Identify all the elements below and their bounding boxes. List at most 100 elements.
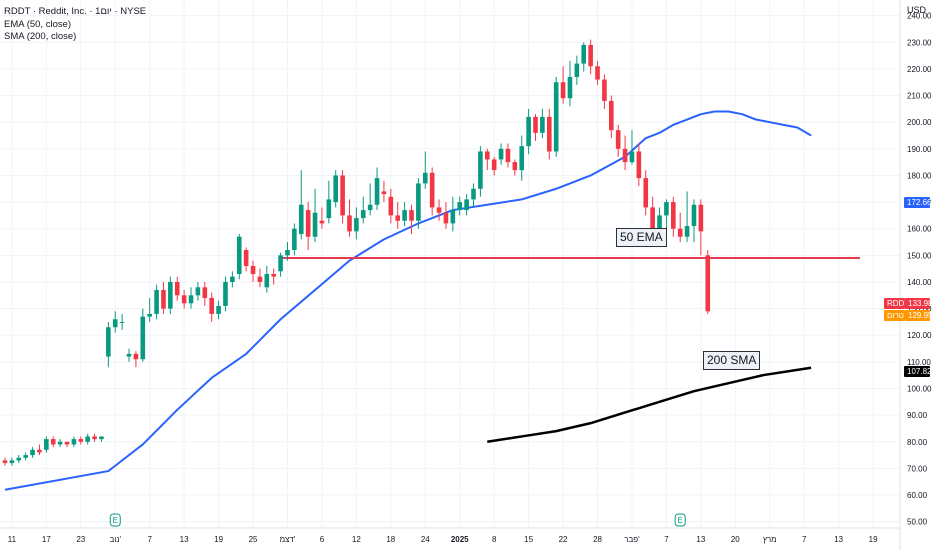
candle <box>498 143 504 165</box>
ema-50-path <box>4 110 812 491</box>
candle <box>298 170 304 240</box>
candle <box>526 108 531 155</box>
candle-body <box>526 116 531 147</box>
time-tick-label: 17 <box>42 535 51 544</box>
time-tick-label: 13 <box>696 535 705 544</box>
premarket-price-badge: 129.95 <box>905 310 932 321</box>
candle <box>608 95 614 139</box>
time-tick-label: 7 <box>664 535 669 544</box>
earnings-marker-icon: E <box>109 513 121 527</box>
candle-body <box>436 207 442 213</box>
candle-body <box>236 236 242 274</box>
sma-legend[interactable]: SMA (200, close) <box>4 31 77 42</box>
symbol-title[interactable]: RDDT · Reddit, Inc. · 1יום · NYSE <box>4 6 147 17</box>
candle-body <box>271 273 277 277</box>
candle <box>381 180 387 203</box>
candle <box>567 60 573 107</box>
ema-annotation[interactable]: 50 EMA <box>616 228 667 247</box>
candle-body <box>402 210 407 221</box>
candle <box>588 39 593 75</box>
candle-body <box>657 215 662 237</box>
candle <box>188 287 194 309</box>
candle <box>471 183 476 208</box>
price-axis[interactable]: 50.00 60.00 70.00 80.00 90.00 100.00 110.00 120… <box>899 0 932 550</box>
earnings-marker-bg <box>109 513 121 527</box>
candle <box>464 194 469 216</box>
price-tick-label: 230.00 <box>907 38 932 47</box>
price-tick-label: 110.00 <box>907 358 931 367</box>
candle-body <box>92 436 97 440</box>
candle-body <box>367 204 373 211</box>
candle <box>636 143 642 187</box>
candle <box>581 42 587 72</box>
candle <box>112 311 118 333</box>
candle-body <box>285 250 290 256</box>
candle <box>264 266 270 293</box>
candle <box>643 170 649 216</box>
candle <box>106 321 111 368</box>
candle <box>16 455 22 464</box>
candle-body <box>202 287 208 298</box>
candle <box>671 196 676 237</box>
candle <box>402 202 407 227</box>
candle <box>292 223 297 256</box>
candle <box>23 452 28 461</box>
candle-body <box>698 204 704 232</box>
candle <box>9 457 15 466</box>
ema-legend[interactable]: EMA (50, close) <box>4 18 72 30</box>
candle-body <box>354 218 359 232</box>
candle <box>629 130 635 165</box>
price-tick-label: 90.00 <box>907 411 928 420</box>
sma-annotation[interactable]: 200 SMA <box>703 351 761 370</box>
earnings-marker-bg <box>674 513 686 527</box>
candle-body <box>16 457 22 461</box>
candle-body <box>588 44 593 67</box>
candle-body <box>464 199 469 211</box>
candle-body <box>44 439 49 450</box>
candle <box>2 457 8 466</box>
candle <box>216 300 221 320</box>
candle <box>209 292 214 322</box>
time-tick-label: 11 <box>8 535 17 544</box>
candle <box>505 143 511 168</box>
time-axis[interactable]: 11 17 23 נוב' 7 13 19 25 דצמ' 6 12 18 24 2025 8 15 22 28 פ… <box>0 527 900 544</box>
price-tick-label: 80.00 <box>907 438 928 447</box>
candle <box>278 252 283 277</box>
candle <box>622 135 628 171</box>
time-tick-label: 25 <box>249 535 258 544</box>
earnings-marker-glyph: E <box>678 516 683 525</box>
candle <box>181 289 187 309</box>
candle-body <box>112 319 118 328</box>
candle <box>684 191 690 243</box>
sma-200-path <box>487 366 812 444</box>
candle-body <box>519 146 525 171</box>
candle <box>367 183 373 216</box>
candle-body <box>629 151 635 163</box>
candle <box>395 202 401 229</box>
candle <box>409 204 414 235</box>
candle-body <box>705 255 711 312</box>
candle <box>223 276 228 312</box>
candle <box>236 234 242 280</box>
candle-body <box>305 210 311 237</box>
candle <box>422 151 428 189</box>
candle <box>457 196 463 216</box>
candles <box>2 39 711 466</box>
time-tick-label: 18 <box>386 535 395 544</box>
candle <box>168 276 173 314</box>
time-tick-label: 8 <box>492 535 497 544</box>
candle-body <box>677 228 683 237</box>
candle-body <box>278 255 283 272</box>
candle-body <box>168 281 173 309</box>
candle-body <box>478 151 483 189</box>
candle <box>705 250 711 314</box>
candle <box>595 60 600 85</box>
candle <box>99 436 104 442</box>
candle-body <box>381 191 387 195</box>
candle-body <box>615 130 621 149</box>
candle-body <box>484 151 490 160</box>
candle <box>71 436 77 448</box>
candle <box>64 441 70 448</box>
candle-body <box>78 439 84 442</box>
